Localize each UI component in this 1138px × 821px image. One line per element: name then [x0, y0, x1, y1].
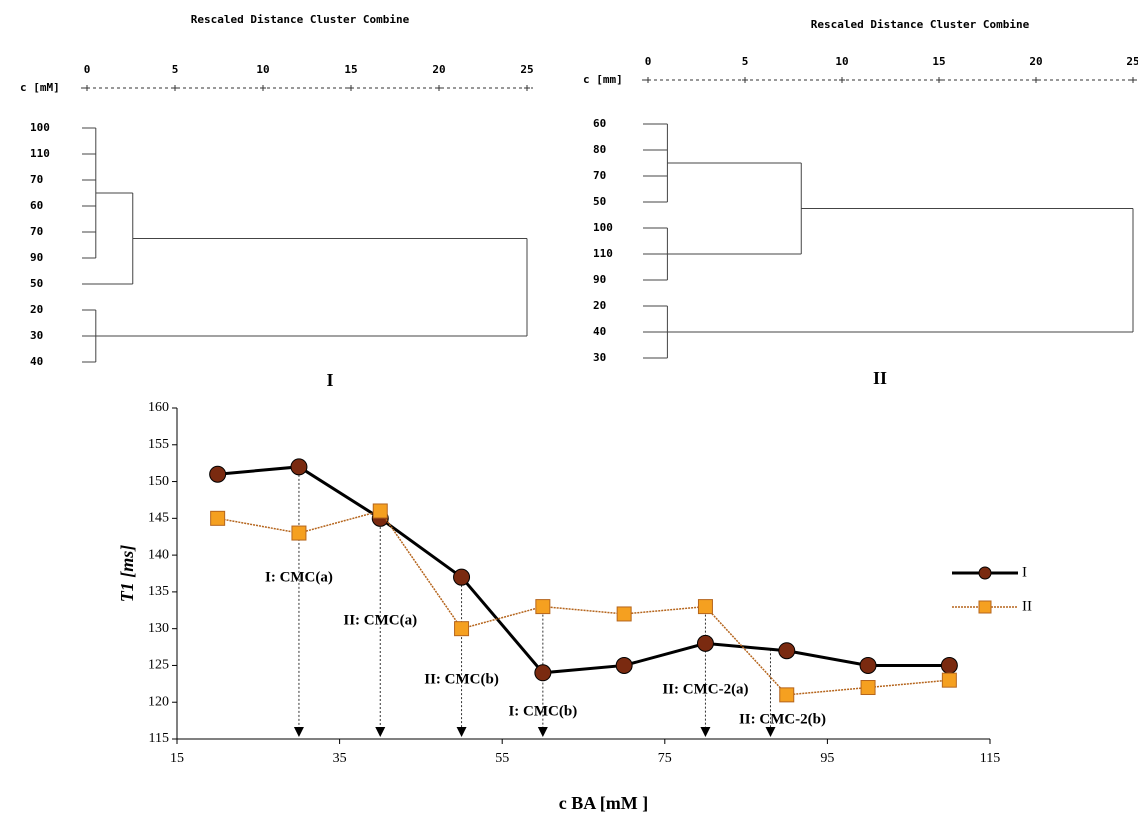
point [535, 599, 551, 615]
annotation-label: I: CMC(b) [508, 703, 577, 719]
leaf-label: 40 [30, 355, 43, 368]
point [616, 606, 632, 622]
y-tick-label: 115 [149, 731, 169, 746]
y-tick-label: 135 [148, 584, 169, 599]
point [453, 568, 471, 586]
legend-marker [978, 566, 992, 580]
leaf-label: 70 [593, 169, 606, 182]
y-tick-label: 150 [148, 474, 169, 489]
dendrogram-caption: I [326, 370, 333, 390]
point [209, 465, 227, 483]
leaf-label: 60 [30, 199, 43, 212]
x-tick-label: 15 [344, 63, 357, 76]
leaf-label: 30 [593, 351, 606, 364]
point [696, 634, 714, 652]
point [941, 672, 957, 688]
y-tick-label: 125 [148, 658, 169, 673]
point [779, 687, 795, 703]
axis-label: c [mM] [20, 81, 60, 94]
x-tick-label: 55 [495, 751, 509, 766]
x-tick-label: 25 [520, 63, 533, 76]
annotation-arrow [700, 727, 711, 737]
legend-label: II [1022, 598, 1032, 614]
leaf-label: 30 [30, 329, 43, 342]
point [454, 621, 470, 637]
x-tick-label: 20 [432, 63, 445, 76]
annotation-arrow [293, 727, 304, 737]
leaf-label: 100 [30, 121, 50, 134]
point [372, 503, 388, 519]
annotation-arrow [765, 727, 776, 737]
x-tick-label: 0 [645, 55, 652, 68]
point [534, 664, 552, 682]
leaf-label: 90 [593, 273, 606, 286]
point [859, 656, 877, 674]
leaf-label: 100 [593, 221, 613, 234]
point [290, 458, 308, 476]
leaf-label: 50 [593, 195, 606, 208]
leaf-label: 70 [30, 225, 43, 238]
y-tick-label: 130 [148, 621, 169, 636]
annotation-label: II: CMC-2(a) [662, 681, 748, 697]
axis-label: c [mm] [583, 73, 623, 86]
annotation-arrow [456, 727, 467, 737]
y-tick-label: 160 [148, 400, 169, 415]
x-tick-label: 35 [333, 751, 347, 766]
leaf-label: 110 [593, 247, 613, 260]
x-tick-label: 25 [1126, 55, 1138, 68]
x-tick-label: 20 [1029, 55, 1042, 68]
point [860, 680, 876, 696]
leaf-label: 40 [593, 325, 606, 338]
leaf-label: 80 [593, 143, 606, 156]
dendrogram-caption: II [873, 368, 887, 388]
leaf-label: 60 [593, 117, 606, 130]
point [615, 656, 633, 674]
dendrogram-title: Rescaled Distance Cluster Combine [811, 18, 1030, 31]
leaf-label: 20 [30, 303, 43, 316]
legend-label: I [1022, 564, 1027, 580]
series-line [217, 510, 950, 696]
point [940, 656, 958, 674]
x-tick-label: 115 [980, 751, 1000, 766]
x-tick-label: 95 [820, 751, 834, 766]
legend-marker [978, 600, 992, 614]
series-line [217, 465, 950, 675]
point [697, 599, 713, 615]
annotation-label: II: CMC(a) [343, 612, 417, 628]
y-tick-label: 155 [148, 437, 169, 452]
x-axis-label: c BA [mM ] [559, 793, 648, 813]
point [291, 525, 307, 541]
x-tick-label: 10 [835, 55, 848, 68]
x-tick-label: 15 [932, 55, 945, 68]
annotation-arrow [375, 727, 386, 737]
point [210, 510, 226, 526]
y-tick-label: 140 [148, 547, 169, 562]
x-tick-label: 15 [170, 751, 184, 766]
dendrogram-title: Rescaled Distance Cluster Combine [191, 13, 410, 26]
x-tick-label: 0 [84, 63, 91, 76]
annotation-label: II: CMC(b) [424, 671, 499, 687]
point [778, 642, 796, 660]
leaf-label: 110 [30, 147, 50, 160]
x-tick-label: 5 [172, 63, 179, 76]
annotation-label: II: CMC-2(b) [739, 711, 826, 727]
y-tick-label: 145 [148, 511, 169, 526]
leaf-label: 20 [593, 299, 606, 312]
x-tick-label: 75 [658, 751, 672, 766]
y-axis-label: T1 [ms] [117, 545, 137, 603]
annotation-arrow [537, 727, 548, 737]
x-tick-label: 10 [256, 63, 269, 76]
leaf-label: 90 [30, 251, 43, 264]
y-tick-label: 120 [148, 694, 169, 709]
leaf-label: 70 [30, 173, 43, 186]
x-tick-label: 5 [742, 55, 749, 68]
annotation-label: I: CMC(a) [265, 569, 333, 585]
leaf-label: 50 [30, 277, 43, 290]
